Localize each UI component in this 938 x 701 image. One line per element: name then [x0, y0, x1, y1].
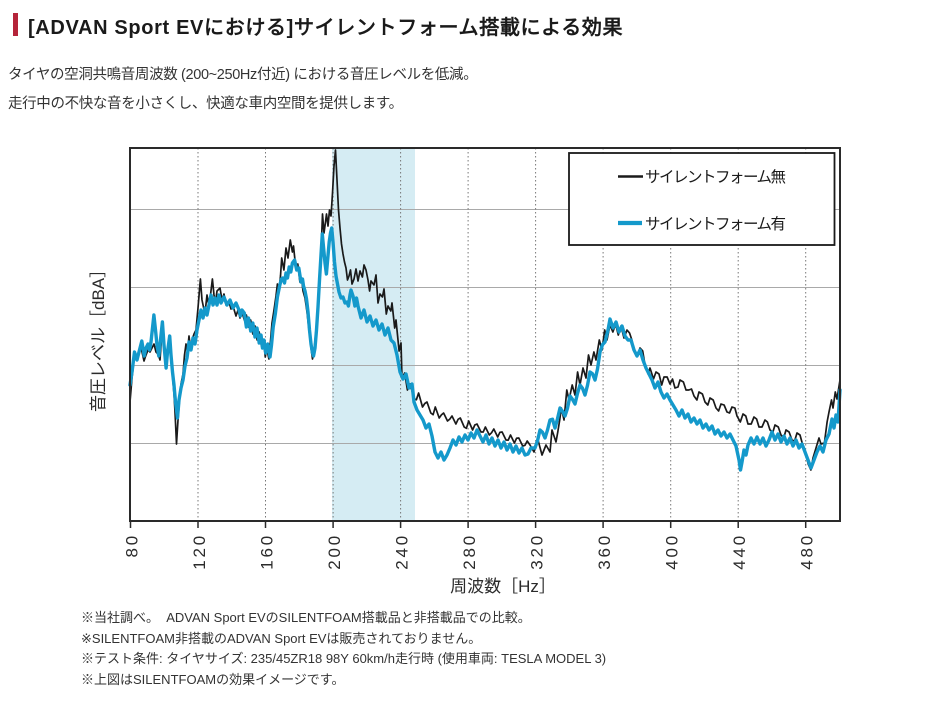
svg-text:120: 120 [190, 533, 209, 570]
svg-text:320: 320 [528, 533, 547, 570]
svg-text:440: 440 [730, 533, 749, 570]
svg-text:360: 360 [595, 533, 614, 570]
svg-text:280: 280 [460, 533, 479, 570]
svg-text:400: 400 [663, 533, 682, 570]
svg-text:200: 200 [325, 533, 344, 570]
svg-text:80: 80 [122, 533, 141, 558]
svg-text:サイレントフォーム無: サイレントフォーム無 [645, 168, 786, 186]
svg-text:160: 160 [257, 533, 276, 570]
svg-text:480: 480 [798, 533, 817, 570]
svg-text:サイレントフォーム有: サイレントフォーム有 [645, 215, 786, 233]
svg-text:240: 240 [393, 533, 412, 570]
svg-text:音圧レベル［dBA］: 音圧レベル［dBA］ [89, 261, 108, 412]
svg-text:周波数［Hz］: 周波数［Hz］ [450, 577, 556, 596]
